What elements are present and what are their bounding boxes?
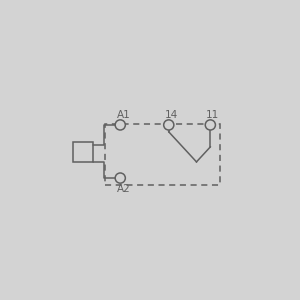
Circle shape — [205, 120, 215, 130]
Bar — [105, 124, 220, 185]
Bar — [73, 142, 92, 162]
Text: A1: A1 — [117, 110, 130, 120]
Text: A2: A2 — [117, 184, 130, 194]
Text: 14: 14 — [164, 110, 178, 120]
Circle shape — [115, 120, 125, 130]
Circle shape — [164, 120, 174, 130]
Circle shape — [115, 173, 125, 183]
Text: 11: 11 — [206, 110, 219, 120]
